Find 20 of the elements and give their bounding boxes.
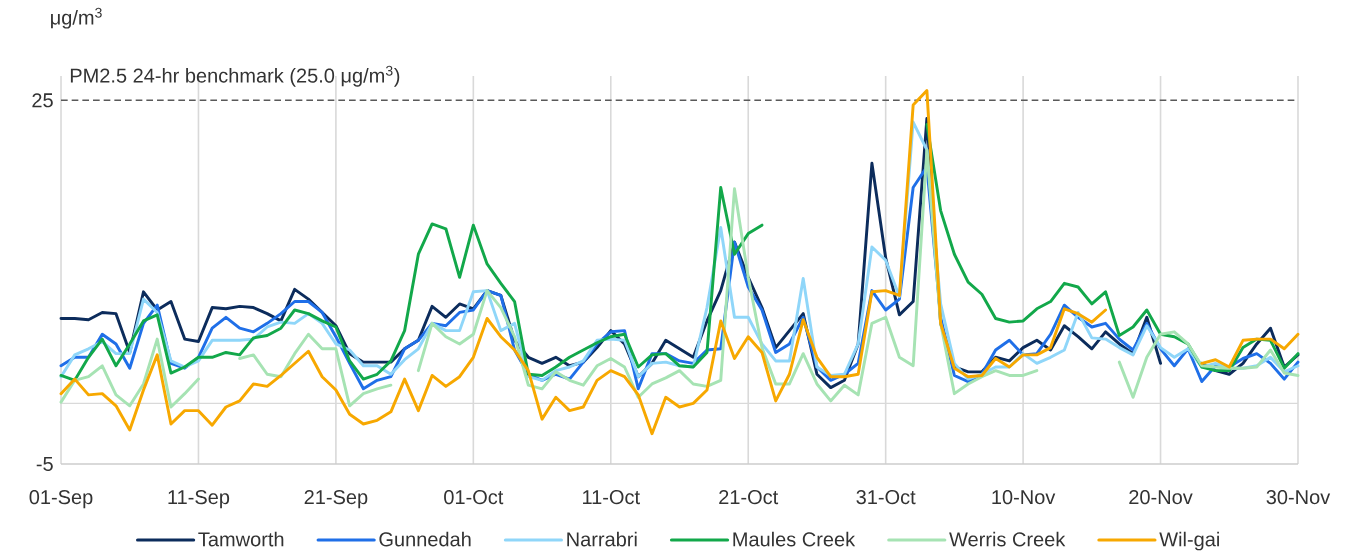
y-tick-label: 25 [32, 93, 53, 108]
x-tick-label: 01-Sep [29, 490, 93, 509]
x-tick-label: 01-Oct [444, 490, 504, 505]
x-tick-label: 30-Nov [1266, 490, 1331, 505]
legend-label: Werris Creek [949, 531, 1066, 547]
legend-label: Maules Creek [733, 531, 856, 547]
x-tick-label: 20-Nov [1129, 490, 1193, 505]
x-tick-label: 21-Sep [304, 490, 368, 509]
legend-label: Narrabri [567, 531, 637, 547]
legend-label: Tamworth [198, 531, 284, 547]
y-axis-title: μg/m$^{3}$ [51, 7, 102, 29]
ref-line-label: PM2.5 24-hr benchmark (25.0 μg/m$^{3}$) [70, 65, 400, 87]
x-tick-label: 10-Nov [992, 490, 1056, 505]
x-tick-label: 31-Oct [856, 490, 916, 505]
x-tick-label: 21-Oct [719, 490, 779, 505]
legend-label: Gunnedah [379, 531, 471, 547]
x-tick-label: 11-Oct [583, 490, 640, 505]
legend-label: Wil-gai [1159, 531, 1219, 551]
x-tick-label: 11-Sep [168, 490, 230, 509]
y-tick-label: -5 [36, 457, 53, 471]
